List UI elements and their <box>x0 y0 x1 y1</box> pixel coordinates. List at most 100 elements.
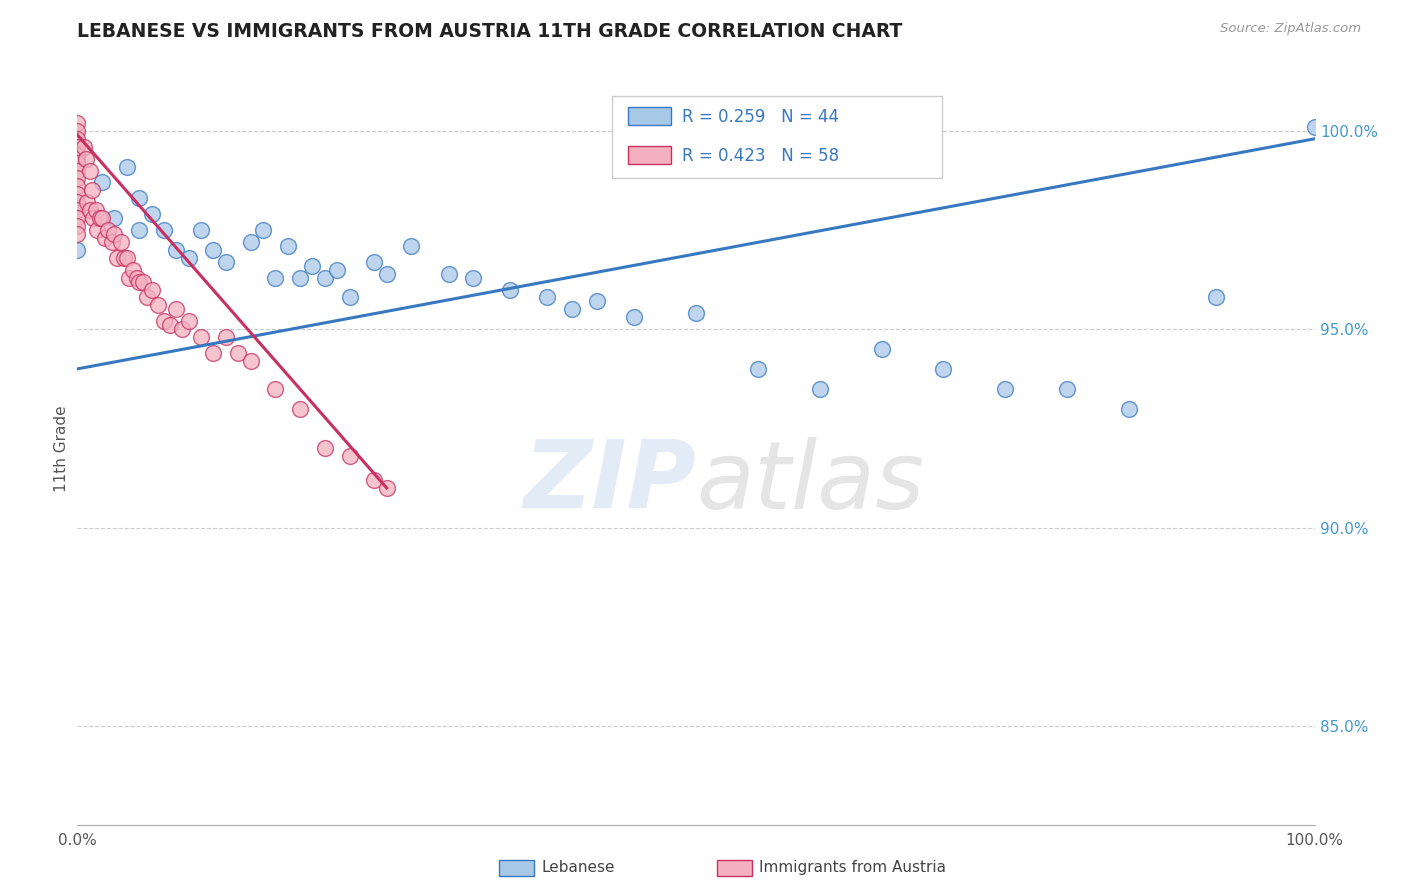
Point <box>339 291 361 305</box>
Point <box>375 267 398 281</box>
Point <box>76 195 98 210</box>
Point <box>84 203 107 218</box>
Point <box>190 223 212 237</box>
Text: ZIP: ZIP <box>523 436 696 528</box>
Text: Immigrants from Austria: Immigrants from Austria <box>759 861 946 875</box>
Point <box>66 147 89 161</box>
Point <box>747 362 769 376</box>
Point <box>103 227 125 241</box>
Point <box>66 163 89 178</box>
Text: R = 0.423   N = 58: R = 0.423 N = 58 <box>682 147 839 165</box>
Point <box>202 243 225 257</box>
Point <box>125 270 148 285</box>
Point <box>190 330 212 344</box>
Text: LEBANESE VS IMMIGRANTS FROM AUSTRIA 11TH GRADE CORRELATION CHART: LEBANESE VS IMMIGRANTS FROM AUSTRIA 11TH… <box>77 22 903 41</box>
Point <box>226 346 249 360</box>
Point <box>870 342 893 356</box>
Point <box>75 152 97 166</box>
Point <box>141 207 163 221</box>
Point <box>66 203 89 218</box>
Point <box>118 270 141 285</box>
Point <box>66 227 89 241</box>
Point <box>66 152 89 166</box>
Point <box>66 243 89 257</box>
Point <box>375 481 398 495</box>
Point <box>463 270 485 285</box>
Point <box>1056 382 1078 396</box>
Point <box>314 441 336 455</box>
Text: Source: ZipAtlas.com: Source: ZipAtlas.com <box>1220 22 1361 36</box>
Point <box>86 223 108 237</box>
Point <box>79 163 101 178</box>
Text: Lebanese: Lebanese <box>541 861 614 875</box>
Point <box>1303 120 1326 134</box>
Point <box>153 223 176 237</box>
Point <box>66 139 89 153</box>
Point <box>146 298 169 312</box>
Point <box>165 302 187 317</box>
Point <box>252 223 274 237</box>
Point <box>82 183 104 197</box>
Point <box>994 382 1017 396</box>
Point <box>172 322 194 336</box>
Point <box>115 251 138 265</box>
Point <box>339 449 361 463</box>
Point <box>932 362 955 376</box>
Point <box>301 259 323 273</box>
Point <box>215 330 238 344</box>
Point <box>103 211 125 226</box>
Point <box>808 382 831 396</box>
Point <box>685 306 707 320</box>
Point <box>97 223 120 237</box>
Point <box>135 291 157 305</box>
Point <box>623 310 645 325</box>
Point <box>141 283 163 297</box>
Point <box>66 187 89 202</box>
Text: atlas: atlas <box>696 437 924 528</box>
Point <box>165 243 187 257</box>
Point <box>66 116 89 130</box>
Point <box>499 283 522 297</box>
Point <box>128 275 150 289</box>
Point <box>363 473 385 487</box>
Point <box>82 211 104 226</box>
Point <box>239 354 262 368</box>
Point <box>288 401 311 416</box>
Point <box>79 203 101 218</box>
Point <box>153 314 176 328</box>
Point <box>93 231 115 245</box>
Point <box>132 275 155 289</box>
Point <box>264 270 287 285</box>
Point <box>112 251 135 265</box>
Point <box>66 132 89 146</box>
Point <box>314 270 336 285</box>
Point <box>66 179 89 194</box>
Point <box>110 235 132 249</box>
Point <box>202 346 225 360</box>
Y-axis label: 11th Grade: 11th Grade <box>53 405 69 491</box>
Point <box>128 223 150 237</box>
Point <box>561 302 583 317</box>
Point <box>72 139 94 153</box>
Point <box>363 254 385 268</box>
Point <box>128 191 150 205</box>
Point <box>536 291 558 305</box>
Point <box>437 267 460 281</box>
Point <box>326 262 349 277</box>
Point <box>66 171 89 186</box>
Point <box>105 251 128 265</box>
Point <box>66 211 89 226</box>
Point <box>177 251 200 265</box>
Point <box>586 294 609 309</box>
Point <box>91 176 114 190</box>
Point <box>288 270 311 285</box>
Point <box>89 211 111 226</box>
Point <box>401 239 423 253</box>
Point <box>91 211 114 226</box>
Point <box>101 235 124 249</box>
Point <box>277 239 299 253</box>
Point <box>1118 401 1140 416</box>
Point <box>66 195 89 210</box>
Point <box>215 254 238 268</box>
Point <box>115 160 138 174</box>
